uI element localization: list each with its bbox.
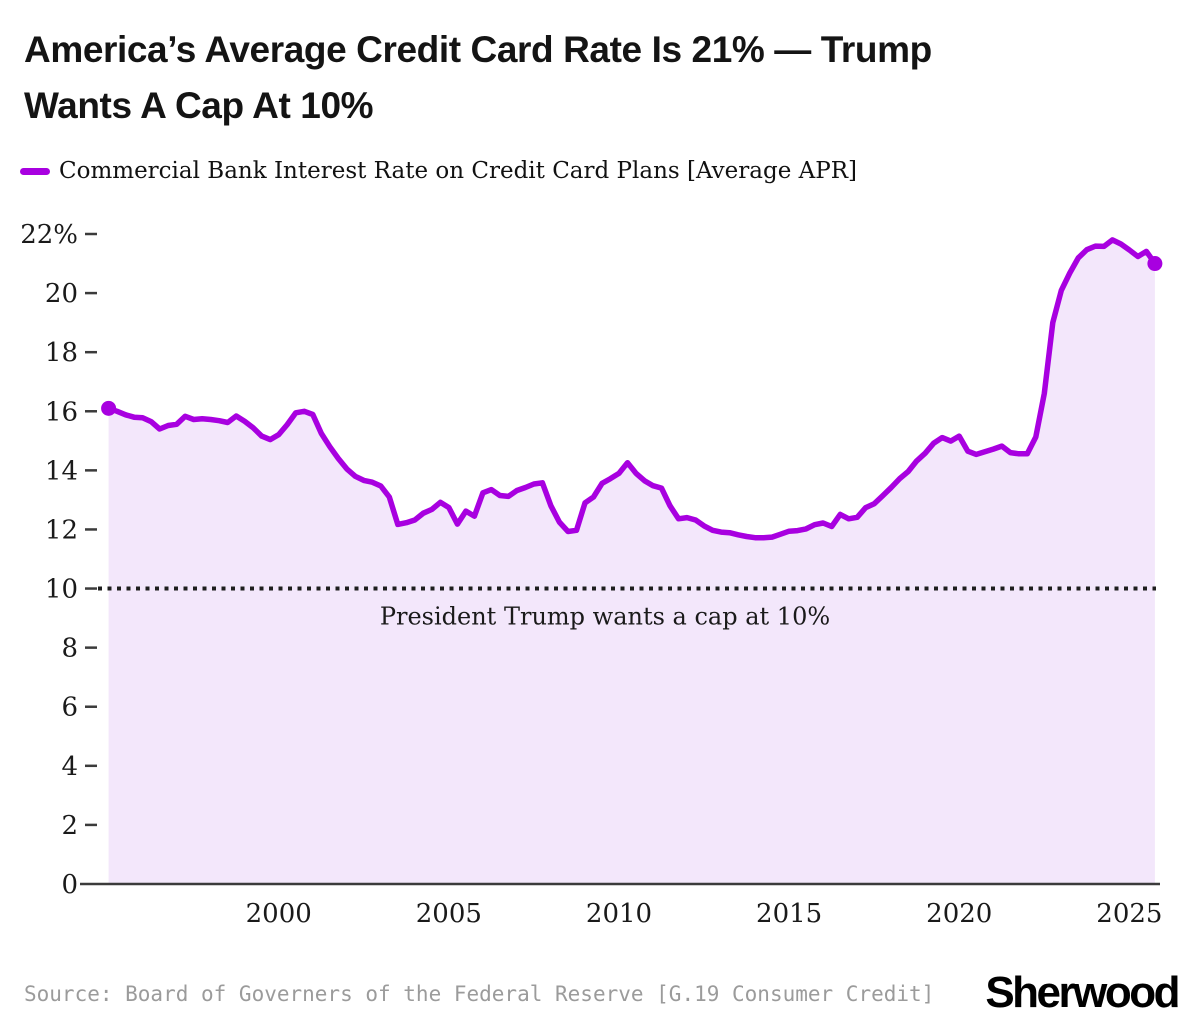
y-tick-label: 20 [45, 279, 78, 309]
x-tick-label: 2015 [756, 899, 822, 929]
y-tick-label: 2 [61, 811, 78, 841]
rate-line [105, 237, 1158, 541]
y-tick-label: 12 [45, 515, 78, 545]
legend: Commercial Bank Interest Rate on Credit … [20, 156, 857, 186]
title-line-2: Wants A Cap At 10% [24, 85, 374, 126]
y-tick-label: 22% [20, 220, 78, 250]
area-fill [108, 239, 1155, 884]
y-tick-label: 0 [61, 870, 78, 900]
x-tick-label: 2000 [246, 899, 312, 929]
y-tick-label: 14 [45, 456, 78, 486]
legend-swatch-line [20, 167, 50, 175]
source-text: Source: Board of Governers of the Federa… [24, 982, 935, 1006]
y-tick-label: 16 [45, 397, 78, 427]
y-tick-label: 8 [61, 634, 78, 664]
page-title: America’s Average Credit Card Rate Is 21… [24, 22, 1144, 134]
y-tick-label: 6 [61, 693, 78, 723]
start-dot [101, 400, 117, 416]
x-tick-label: 2010 [586, 899, 652, 929]
y-tick-label: 18 [45, 338, 78, 368]
y-tick-label: 10 [45, 575, 78, 605]
end-dot [1147, 256, 1163, 272]
x-tick-label: 2005 [416, 899, 482, 929]
sherwood-logo: Sherwood [985, 968, 1180, 1017]
cap-annotation: President Trump wants a cap at 10% [380, 603, 830, 631]
legend-label: Commercial Bank Interest Rate on Credit … [59, 158, 858, 184]
title-line-1: America’s Average Credit Card Rate Is 21… [24, 29, 932, 70]
x-tick-label: 2025 [1096, 899, 1162, 929]
x-tick-label: 2020 [926, 899, 992, 929]
y-tick-label: 4 [61, 752, 78, 782]
